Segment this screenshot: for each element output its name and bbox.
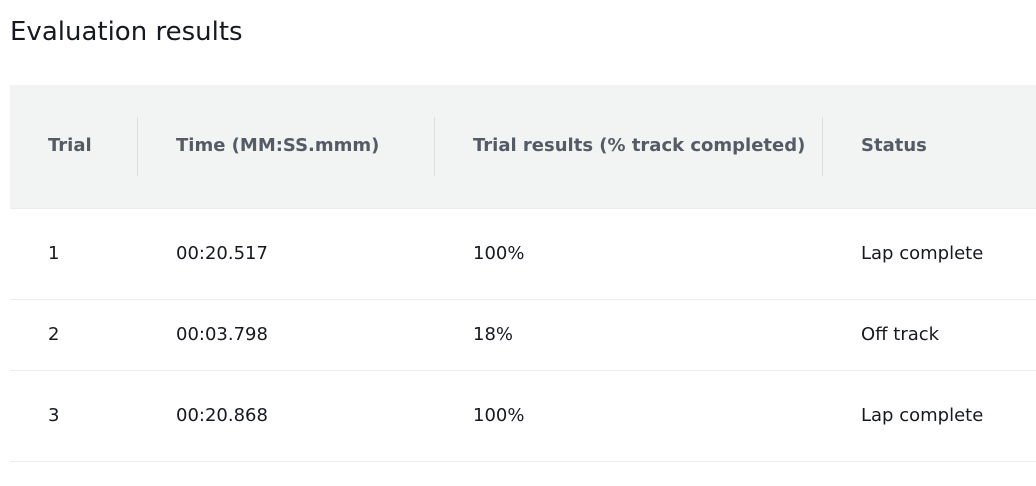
column-header-status[interactable]: Status	[823, 85, 1036, 208]
cell-time: 00:20.868	[176, 404, 268, 426]
column-header-label: Trial	[48, 135, 92, 157]
page-title: Evaluation results	[10, 17, 243, 47]
cell-time: 00:03.798	[176, 323, 268, 345]
cell-time: 00:20.517	[176, 242, 268, 264]
cell-status: Lap complete	[823, 208, 1036, 299]
column-header-time[interactable]: Time (MM:SS.mmm)	[138, 85, 435, 208]
cell-result: 100%	[473, 242, 525, 264]
cell-status: Lap complete	[823, 370, 1036, 461]
column-header-label: Status	[861, 135, 927, 157]
status-text: Off track	[861, 323, 940, 345]
cell-result: 100%	[473, 404, 525, 426]
column-header-trial[interactable]: Trial	[10, 85, 138, 208]
column-header-trial-results[interactable]: Trial results (% track completed)	[435, 85, 823, 208]
cell-trial: 1	[48, 242, 60, 264]
cell-result: 18%	[473, 323, 514, 345]
table-row: 3 00:20.868 100% Lap complete	[10, 370, 1036, 461]
column-header-label: Trial results (% track completed)	[473, 135, 806, 157]
column-header-label: Time (MM:SS.mmm)	[176, 135, 380, 157]
table-row: 2 00:03.798 18% Off track	[10, 299, 1036, 370]
cell-status: Off track	[823, 299, 1036, 370]
column-divider	[137, 117, 138, 176]
status-text: Lap complete	[861, 242, 984, 264]
evaluation-results-table: Trial Time (MM:SS.mmm) Trial results (% …	[10, 85, 1036, 462]
status-text: Lap complete	[861, 404, 984, 426]
table-header-row: Trial Time (MM:SS.mmm) Trial results (% …	[10, 85, 1036, 208]
cell-trial: 2	[48, 323, 60, 345]
table-row: 1 00:20.517 100% Lap complete	[10, 208, 1036, 299]
column-divider	[822, 117, 823, 176]
column-divider	[434, 117, 435, 176]
cell-trial: 3	[48, 404, 60, 426]
